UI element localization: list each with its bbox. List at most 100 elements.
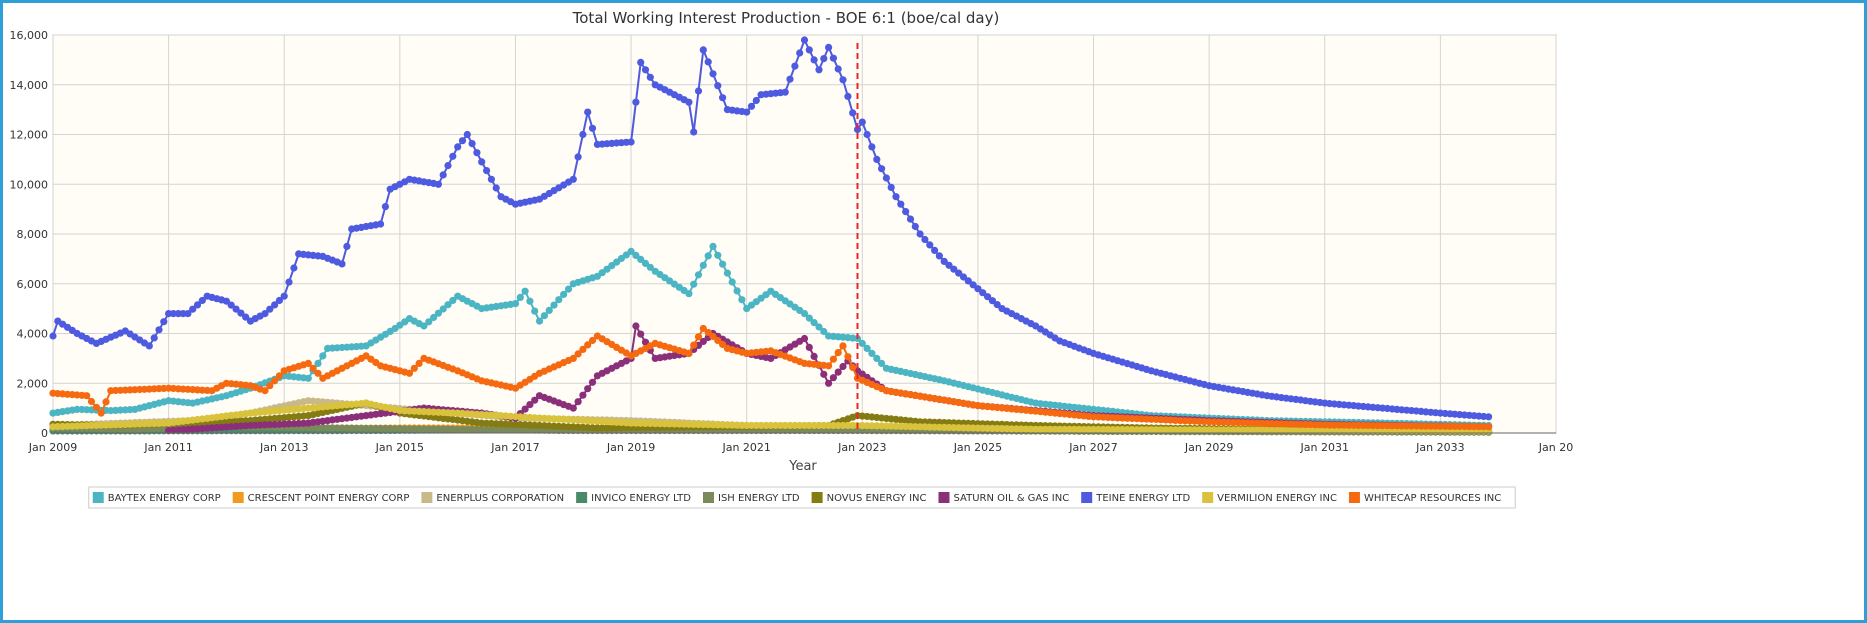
data-point[interactable] [849, 109, 857, 117]
data-point[interactable] [579, 345, 587, 353]
data-point[interactable] [309, 364, 317, 372]
data-point[interactable] [314, 359, 322, 367]
data-point[interactable] [743, 108, 751, 116]
data-point[interactable] [280, 292, 288, 300]
data-point[interactable] [868, 143, 876, 151]
data-point[interactable] [829, 374, 838, 382]
data-point[interactable] [825, 43, 833, 52]
data-point[interactable] [275, 296, 283, 305]
data-point[interactable] [637, 58, 645, 66]
data-point[interactable] [516, 293, 524, 301]
data-point[interactable] [834, 65, 842, 73]
data-point[interactable] [569, 354, 577, 362]
data-point[interactable] [1485, 413, 1493, 421]
data-point[interactable] [189, 305, 197, 313]
data-point[interactable] [897, 200, 905, 208]
data-point[interactable] [800, 36, 809, 44]
data-point[interactable] [184, 310, 192, 318]
data-point[interactable] [993, 301, 1001, 309]
data-point[interactable] [853, 125, 862, 134]
data-point[interactable] [728, 278, 736, 286]
legend-item[interactable]: VERMILION ENERGY INC [1202, 492, 1337, 504]
data-point[interactable] [815, 66, 823, 74]
data-point[interactable] [931, 246, 939, 254]
data-point[interactable] [733, 287, 741, 295]
data-point[interactable] [564, 285, 573, 293]
data-point[interactable] [410, 364, 418, 372]
data-point[interactable] [569, 175, 577, 183]
data-point[interactable] [574, 350, 582, 358]
data-point[interactable] [752, 96, 760, 105]
data-point[interactable] [955, 269, 963, 277]
data-point[interactable] [781, 88, 789, 96]
data-point[interactable] [714, 336, 722, 345]
data-point[interactable] [858, 339, 866, 347]
legend-item[interactable]: WHITECAP RESOURCES INC [1348, 492, 1501, 504]
data-point[interactable] [92, 403, 100, 411]
data-point[interactable] [222, 297, 230, 305]
data-point[interactable] [511, 300, 520, 308]
data-point[interactable] [791, 62, 799, 70]
legend-item[interactable]: SATURN OIL & GAS INC [938, 492, 1069, 504]
data-point[interactable] [584, 341, 592, 349]
legend-item[interactable]: ENERPLUS CORPORATION [421, 492, 564, 504]
data-point[interactable] [478, 158, 486, 166]
data-point[interactable] [839, 362, 847, 371]
data-point[interactable] [796, 49, 804, 57]
data-point[interactable] [487, 175, 495, 183]
data-point[interactable] [834, 368, 842, 376]
data-point[interactable] [242, 313, 250, 321]
data-point[interactable] [377, 220, 385, 228]
data-point[interactable] [237, 309, 245, 317]
data-point[interactable] [878, 165, 886, 173]
data-point[interactable] [266, 382, 274, 390]
data-point[interactable] [540, 312, 549, 320]
data-point[interactable] [714, 251, 722, 259]
data-point[interactable] [526, 401, 534, 409]
data-point[interactable] [704, 58, 712, 66]
data-point[interactable] [641, 259, 650, 267]
data-point[interactable] [492, 184, 500, 192]
data-point[interactable] [160, 318, 168, 326]
data-point[interactable] [87, 397, 96, 406]
data-point[interactable] [646, 73, 654, 81]
data-point[interactable] [588, 378, 597, 386]
data-point[interactable] [825, 379, 833, 387]
data-point[interactable] [550, 301, 558, 309]
data-point[interactable] [574, 398, 582, 406]
data-point[interactable] [810, 352, 818, 360]
data-point[interactable] [439, 171, 447, 179]
data-point[interactable] [786, 75, 794, 83]
data-point[interactable] [805, 46, 813, 54]
data-point[interactable] [434, 180, 442, 188]
data-point[interactable] [102, 398, 110, 406]
data-point[interactable] [704, 328, 712, 337]
data-point[interactable] [198, 296, 206, 305]
data-point[interactable] [632, 322, 640, 330]
data-point[interactable] [921, 235, 929, 244]
data-point[interactable] [849, 363, 857, 372]
data-point[interactable] [940, 257, 948, 265]
data-point[interactable] [531, 396, 539, 404]
data-point[interactable] [738, 296, 746, 304]
data-point[interactable] [319, 352, 327, 360]
data-point[interactable] [314, 369, 322, 377]
data-point[interactable] [526, 297, 534, 305]
data-point[interactable] [709, 242, 717, 250]
data-point[interactable] [627, 138, 635, 146]
data-point[interactable] [694, 333, 703, 341]
data-point[interactable] [261, 387, 269, 395]
data-point[interactable] [637, 330, 645, 338]
data-point[interactable] [415, 359, 423, 367]
data-point[interactable] [810, 319, 818, 327]
data-point[interactable] [906, 215, 915, 223]
data-point[interactable] [945, 261, 953, 269]
data-point[interactable] [444, 162, 452, 170]
data-point[interactable] [632, 98, 640, 106]
data-point[interactable] [858, 118, 866, 126]
data-point[interactable] [820, 327, 828, 336]
data-point[interactable] [873, 155, 881, 163]
data-point[interactable] [882, 174, 891, 182]
data-point[interactable] [271, 301, 279, 309]
data-point[interactable] [685, 98, 693, 106]
